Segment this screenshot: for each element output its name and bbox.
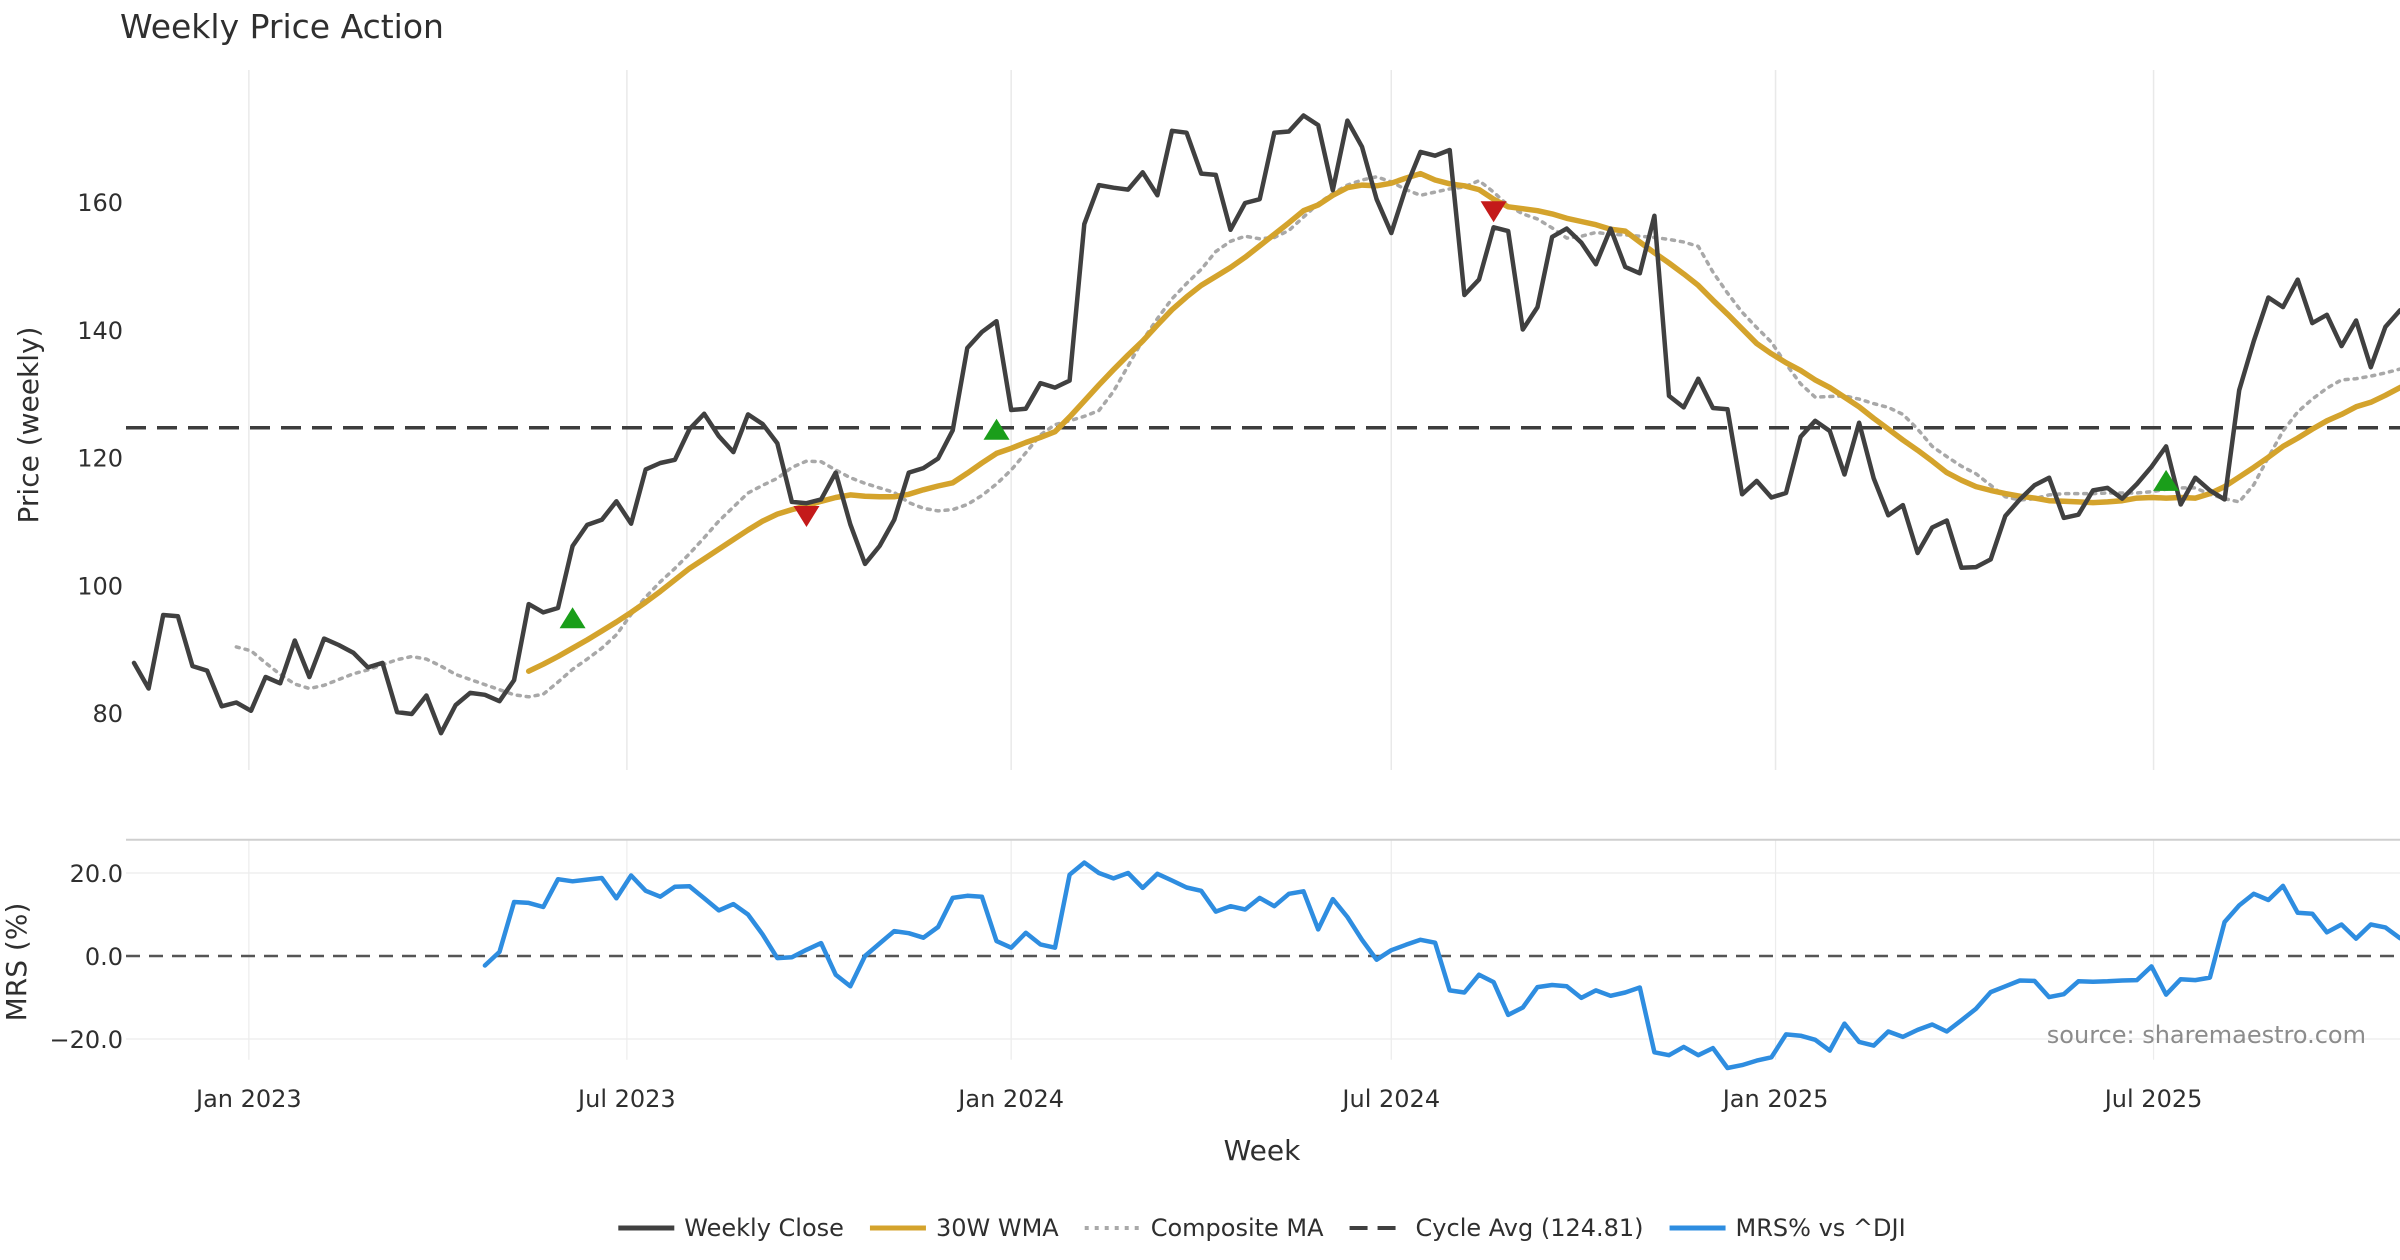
x-axis: Jan 2023 Jul 2023 Jan 2024 Jul 2024 Jan 2025… (194, 1085, 2202, 1113)
mrs-grid: 20.0 0.0 −20.0 (49, 838, 2400, 1060)
mrs-y-axis-label: MRS (%) (0, 903, 33, 1022)
legend-label: Composite MA (1151, 1214, 1324, 1242)
legend-label: MRS% vs ^DJI (1736, 1214, 1906, 1242)
price-grid: 80 100 120 140 160 (77, 70, 2155, 770)
x-tick-label: Jul 2025 (2103, 1085, 2203, 1113)
legend-label: Cycle Avg (124.81) (1416, 1214, 1644, 1242)
weekly-close-line (131, 113, 2400, 736)
legend: Weekly Close 30W WMA Composite MA Cycle Avg… (618, 1214, 1906, 1242)
signal-up-marker (983, 418, 1010, 440)
signal-up-marker (559, 607, 586, 629)
price-y-tick-label: 160 (77, 189, 123, 217)
signal-up-marker (2153, 469, 2180, 491)
mrs-y-tick-label: −20.0 (49, 1026, 123, 1054)
mrs-y-tick-label: 0.0 (85, 943, 123, 971)
mrs-panel (126, 860, 2400, 1071)
price-y-tick-label: 100 (77, 572, 123, 600)
price-y-tick-label: 120 (77, 445, 123, 473)
mrs-line (482, 860, 2400, 1071)
x-tick-label: Jan 2023 (194, 1085, 302, 1113)
x-tick-label: Jul 2024 (1340, 1085, 1440, 1113)
composite-ma-line (234, 175, 2400, 699)
x-axis-label: Week (1224, 1134, 1301, 1167)
chart-title: Weekly Price Action (120, 7, 444, 46)
x-tick-label: Jan 2025 (1721, 1085, 1829, 1113)
signal-down-marker (1480, 201, 1507, 223)
source-note: source: sharemaestro.com (2047, 1021, 2366, 1049)
legend-label: Weekly Close (684, 1214, 844, 1242)
wma-30w-line (525, 170, 2400, 674)
mrs-y-tick-label: 20.0 (70, 860, 123, 888)
price-y-tick-label: 80 (92, 700, 123, 728)
x-tick-label: Jul 2023 (576, 1085, 676, 1113)
price-panel (126, 113, 2400, 736)
signal-down-marker (793, 505, 820, 527)
x-tick-label: Jan 2024 (956, 1085, 1064, 1113)
price-y-tick-label: 140 (77, 317, 123, 345)
legend-label: 30W WMA (936, 1214, 1059, 1242)
price-y-axis-label: Price (weekly) (12, 327, 45, 524)
